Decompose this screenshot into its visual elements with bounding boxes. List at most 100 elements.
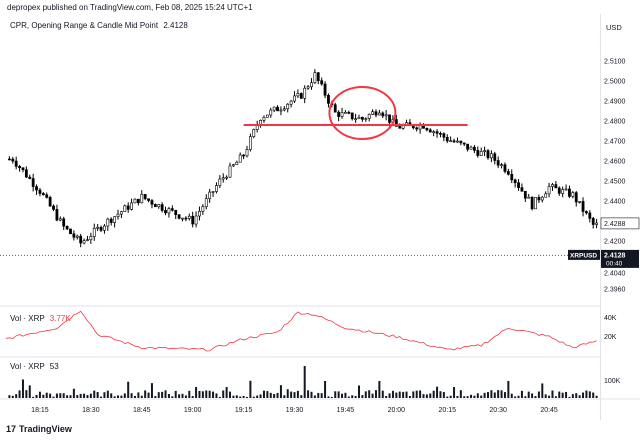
volume-bar [551, 390, 554, 398]
circle-drawing[interactable] [328, 86, 397, 140]
volume-bar [225, 387, 228, 398]
volume-bar [18, 390, 21, 398]
volume-bar [381, 390, 384, 398]
candle-body [398, 126, 402, 129]
volume-bar [568, 396, 571, 398]
volume-bar [561, 392, 564, 398]
volume-bar [588, 391, 591, 398]
volume-bar [150, 383, 153, 398]
volume-bar [575, 393, 578, 398]
volume-bar [32, 396, 35, 398]
volume-bar [534, 396, 537, 398]
candle-body [187, 215, 191, 219]
time-tick-label: 20:15 [438, 407, 456, 414]
candle-body [82, 240, 86, 244]
candle-body [415, 127, 419, 130]
volume-bar [446, 396, 449, 398]
candle-body [89, 236, 93, 240]
candle-body [55, 209, 59, 221]
candle-body [184, 217, 188, 220]
candle-body [62, 218, 66, 227]
candle-body [109, 218, 113, 223]
volume-bar [103, 392, 106, 398]
candle-body [99, 226, 103, 231]
volume-bar [592, 392, 595, 398]
volume-bar [334, 391, 337, 398]
candle-body [191, 215, 195, 225]
volume-bar [527, 391, 530, 398]
volume-bar [565, 391, 568, 398]
volume-bar [412, 391, 415, 398]
candle-body [262, 117, 266, 121]
candle-body [316, 72, 320, 81]
candle-body [360, 117, 364, 120]
time-tick-label: 19:45 [337, 407, 355, 414]
volume-bar [436, 386, 439, 398]
time-tick-label: 19:00 [184, 407, 202, 414]
last-price-label: 2.4288 [604, 221, 626, 228]
volume-bar [83, 393, 86, 398]
candle-body [276, 106, 279, 112]
price-tick-label: 2.4700 [604, 139, 626, 146]
volume-bar [578, 395, 581, 398]
candle-body [442, 133, 446, 138]
volume-bar [537, 391, 540, 398]
volume-bar [218, 396, 221, 398]
candle-body [425, 127, 429, 131]
volume-bar [215, 393, 218, 398]
candle-body [445, 136, 449, 142]
candle-body [530, 196, 534, 210]
volume-bar [582, 392, 585, 398]
volume-bar [262, 390, 265, 398]
candle-body [340, 112, 344, 117]
candle-body [591, 218, 595, 225]
time-tick-label: 18:30 [82, 407, 100, 414]
candle-body [150, 200, 154, 205]
candle-body [198, 211, 201, 217]
candle-body [35, 186, 38, 191]
candle-body [252, 129, 256, 137]
volume-bar [62, 393, 65, 398]
volume-bar [21, 379, 24, 398]
volume-bar [503, 392, 506, 398]
volume-bar [229, 391, 232, 398]
candle-body [473, 146, 476, 151]
volume-bar [510, 393, 513, 398]
volume-ma-tick: 20K [604, 334, 617, 341]
candle-body [527, 196, 531, 199]
candle-body [79, 235, 83, 244]
volume-bar [541, 383, 544, 398]
volume-bar [585, 390, 588, 398]
candle-body [523, 190, 527, 199]
candle-body [479, 151, 483, 156]
candle-body [394, 119, 398, 127]
candle-body [476, 150, 480, 156]
volume-bar [374, 390, 377, 398]
candle-body [513, 179, 517, 184]
candle-body [574, 192, 578, 203]
volume-bar [507, 381, 510, 398]
volume-bar [391, 390, 394, 398]
symbol-value: 2.4128 [604, 252, 626, 259]
volume-bar [188, 390, 191, 398]
indicator-value: 2.4128 [163, 21, 188, 30]
volume-bar [422, 394, 425, 398]
volume-bar [266, 391, 269, 398]
candle-body [303, 87, 307, 99]
candle-body [296, 93, 300, 97]
volume-legend: Vol · XRP 53 [10, 362, 59, 371]
volume-bar [66, 395, 69, 398]
candle-body [310, 82, 313, 88]
volume-bar [93, 390, 96, 398]
candle-body [483, 150, 486, 152]
candle-body [506, 171, 510, 175]
volume-bar [113, 396, 116, 398]
candle-body [517, 182, 520, 188]
volume-bar [303, 366, 306, 398]
volume-bar [456, 395, 459, 398]
candle-body [140, 194, 144, 204]
candle-body [282, 108, 286, 111]
candle-body [503, 164, 507, 172]
